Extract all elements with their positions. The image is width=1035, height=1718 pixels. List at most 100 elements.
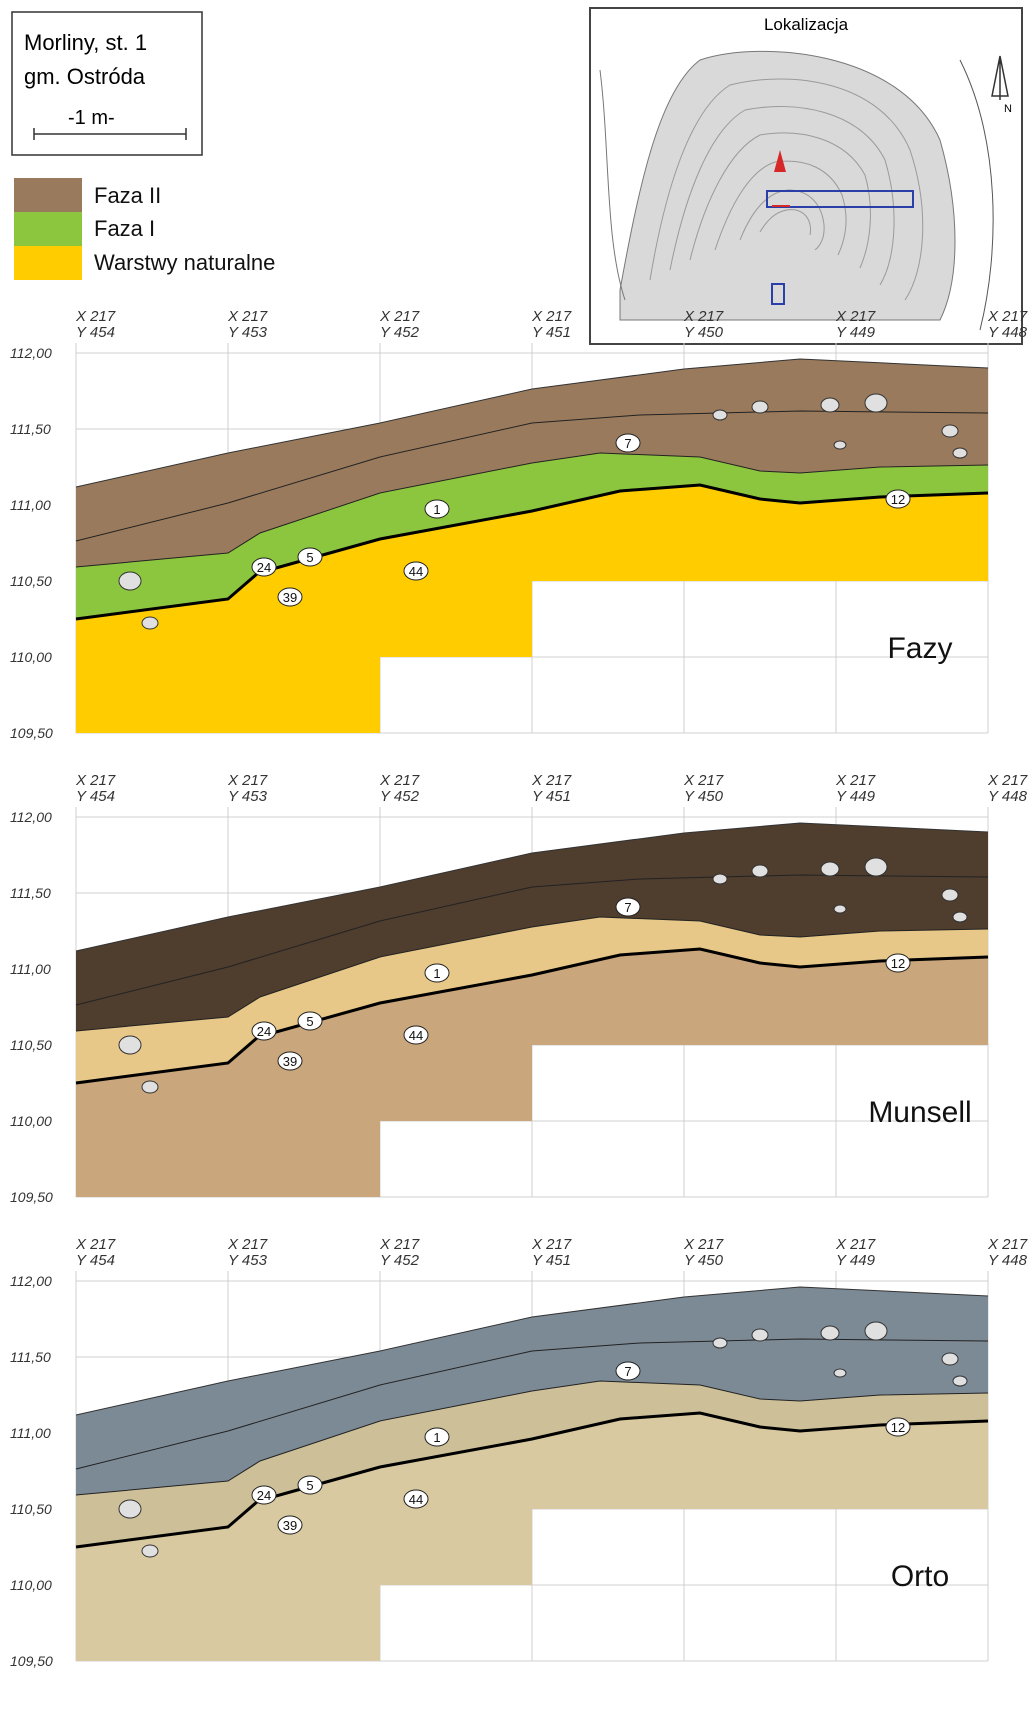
grid-y-label: Y 452	[380, 1252, 420, 1269]
layer-tag-12: 12	[885, 953, 911, 973]
layer-tag-39: 39	[277, 587, 303, 607]
grid-y-label: Y 450	[684, 1252, 724, 1269]
grid-x-label: X 217	[75, 772, 116, 789]
grid-y-label: Y 448	[988, 1252, 1028, 1269]
layer-tag-7: 7	[615, 1361, 641, 1381]
layer-tag-5: 5	[297, 547, 323, 567]
grid-x-label: X 217	[683, 772, 724, 789]
grid-x-label: X 217	[531, 772, 572, 789]
grid-x-label: X 217	[531, 1236, 572, 1253]
svg-text:12: 12	[891, 1420, 905, 1435]
stone	[833, 1368, 847, 1378]
stone	[118, 1035, 142, 1055]
grid-x-label: X 217	[227, 1236, 268, 1253]
layer-boundary	[75, 410, 989, 542]
grid-y-label: Y 448	[988, 324, 1028, 341]
stone	[141, 616, 159, 630]
stone	[952, 911, 968, 923]
elevation-label: 110,50	[10, 1501, 52, 1517]
svg-text:44: 44	[409, 564, 423, 579]
layer-natural	[76, 1413, 988, 1661]
surface-line	[75, 822, 989, 952]
grid-y-label: Y 454	[76, 324, 115, 341]
legend-swatch-natural	[14, 246, 82, 280]
svg-text:5: 5	[306, 1478, 313, 1493]
grid-x-label: X 217	[683, 1236, 724, 1253]
base-boundary	[75, 1411, 989, 1549]
scale-label: -1 m-	[68, 107, 115, 129]
elevation-label: 111,00	[10, 961, 51, 977]
stone	[751, 400, 769, 414]
profile-panel-fazy: 112,00 111,50 111,00 110,50 110,00 109,50 X 21…	[10, 308, 1028, 741]
site-commune: gm. Ostróda	[24, 64, 146, 89]
svg-text:12: 12	[891, 492, 905, 507]
grid-y-label: Y 451	[532, 324, 571, 341]
layer-tag-44: 44	[403, 1489, 429, 1509]
layer-tag-39: 39	[277, 1051, 303, 1071]
grid-x-label: X 217	[227, 308, 268, 325]
legend-label-faza-i: Faza I	[94, 216, 155, 241]
layer-tag-12: 12	[885, 489, 911, 509]
grid-y-label: Y 449	[836, 1252, 876, 1269]
layer-tag-7: 7	[615, 897, 641, 917]
panel-title: Orto	[891, 1560, 949, 1593]
legend-swatch-faza-ii	[14, 178, 82, 212]
panel-title: Fazy	[887, 632, 952, 665]
layer-tag-39: 39	[277, 1515, 303, 1535]
elevation-label: 110,00	[10, 1577, 52, 1593]
layer-boundary	[75, 1380, 989, 1496]
grid-y-label: Y 449	[836, 324, 876, 341]
stone	[833, 904, 847, 914]
svg-text:7: 7	[624, 900, 631, 915]
layer-tag-24: 24	[251, 1485, 277, 1505]
elevation-label: 111,00	[10, 1425, 51, 1441]
surface-line	[75, 1286, 989, 1416]
view-direction-arrow	[774, 150, 786, 172]
stone	[820, 397, 840, 413]
svg-text:39: 39	[283, 1054, 297, 1069]
base-boundary	[75, 947, 989, 1085]
layer-tag-5: 5	[297, 1475, 323, 1495]
profile-panel-orto: 112,00 111,50 111,00 110,50 110,00 109,50 X 21…	[10, 1236, 1028, 1669]
legend-label-natural: Warstwy naturalne	[94, 250, 275, 275]
stone	[751, 864, 769, 878]
grid-x-label: X 217	[379, 1236, 420, 1253]
inset-title: Lokalizacja	[764, 15, 849, 34]
site-info-box: Morliny, st. 1 gm. Ostróda -1 m-	[11, 11, 203, 156]
site-info-frame	[11, 11, 203, 156]
profile-panels: 112,00 111,50 111,00 110,50 110,00 109,50 X 21…	[10, 308, 1028, 1669]
layer-boundary	[75, 916, 989, 1032]
elevation-label: 109,50	[10, 725, 53, 741]
layer-phase-i	[76, 917, 988, 1083]
stone	[712, 873, 728, 885]
svg-text:7: 7	[624, 436, 631, 451]
legend-swatch-faza-i	[14, 212, 82, 246]
layer-tag-44: 44	[403, 1025, 429, 1045]
elevation-label: 110,00	[10, 1113, 52, 1129]
svg-text:7: 7	[624, 1364, 631, 1379]
layer-tag-24: 24	[251, 557, 277, 577]
layer-boundary	[75, 1338, 989, 1470]
svg-text:44: 44	[409, 1028, 423, 1043]
stone	[952, 1375, 968, 1387]
grid-y-label: Y 452	[380, 324, 420, 341]
grid-x-label: X 217	[987, 308, 1028, 325]
contour-map	[599, 50, 994, 331]
grid-x-label: X 217	[75, 1236, 116, 1253]
layer-boundary	[75, 452, 989, 568]
stone	[712, 1337, 728, 1349]
grid-y-label: Y 453	[228, 324, 268, 341]
svg-text:12: 12	[891, 956, 905, 971]
svg-text:1: 1	[433, 966, 440, 981]
grid-y-label: Y 449	[836, 788, 876, 805]
svg-text:39: 39	[283, 590, 297, 605]
layer-boundary	[75, 874, 989, 1006]
layer-tag-5: 5	[297, 1011, 323, 1031]
stone	[864, 393, 888, 413]
layer-tag-44: 44	[403, 561, 429, 581]
grid-x-label: X 217	[683, 308, 724, 325]
base-boundary	[75, 483, 989, 621]
elevation-label: 112,00	[10, 809, 52, 825]
grid-y-label: Y 451	[532, 788, 571, 805]
stone	[952, 447, 968, 459]
